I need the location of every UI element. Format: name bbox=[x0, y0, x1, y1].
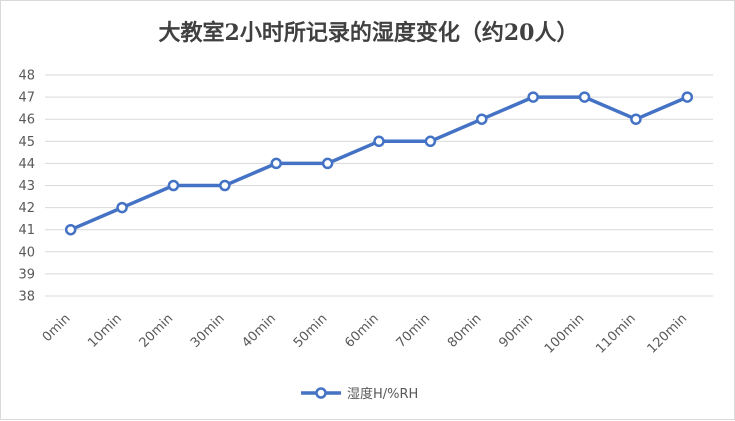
data-point bbox=[219, 179, 231, 192]
x-tick-label: 20min bbox=[137, 311, 177, 351]
legend: 湿度H/%RH bbox=[301, 386, 418, 402]
y-tick-label: 39 bbox=[18, 267, 35, 282]
y-tick-label: 47 bbox=[18, 91, 35, 106]
data-point bbox=[321, 157, 334, 170]
x-tick-label: 120min bbox=[645, 311, 690, 356]
y-tick-label: 45 bbox=[18, 135, 35, 150]
x-tick-label: 60min bbox=[342, 311, 382, 351]
y-axis-ticks: 38 39 40 41 42 43 44 45 46 47 48 bbox=[18, 69, 35, 305]
x-tick-label: 70min bbox=[394, 311, 434, 351]
y-tick-label: 43 bbox=[18, 179, 35, 194]
data-point bbox=[527, 91, 539, 103]
y-tick-label: 40 bbox=[18, 245, 35, 260]
x-tick-label: 10min bbox=[85, 311, 125, 351]
x-tick-label: 40min bbox=[239, 311, 279, 351]
legend-label: 湿度H/%RH bbox=[347, 386, 418, 402]
data-point bbox=[167, 179, 180, 192]
chart-title: 大教室2小时所记录的湿度变化（约20人） bbox=[158, 20, 579, 46]
data-point bbox=[270, 157, 282, 170]
series-layer bbox=[64, 91, 694, 236]
data-point bbox=[373, 135, 385, 148]
x-tick-label: 110min bbox=[593, 311, 638, 356]
y-tick-label: 48 bbox=[18, 69, 35, 84]
y-tick-label: 38 bbox=[18, 290, 35, 305]
y-tick-label: 42 bbox=[18, 201, 35, 216]
y-tick-label: 44 bbox=[18, 157, 35, 172]
data-point bbox=[424, 135, 437, 148]
x-tick-label: 30min bbox=[188, 311, 228, 351]
x-axis-ticks: 0min 10min 20min 30min 40min 50min 60min 70min 8… bbox=[40, 311, 690, 356]
data-point bbox=[116, 201, 128, 214]
data-point bbox=[681, 91, 694, 103]
gridlines bbox=[45, 74, 713, 297]
data-point bbox=[578, 91, 591, 103]
y-tick-label: 46 bbox=[18, 113, 35, 128]
y-tick-label: 41 bbox=[18, 223, 35, 238]
data-point bbox=[630, 113, 642, 125]
x-tick-label: 50min bbox=[291, 311, 331, 351]
x-tick-label: 90min bbox=[496, 311, 536, 351]
data-point bbox=[64, 223, 77, 236]
legend-marker bbox=[315, 387, 327, 399]
x-tick-label: 100min bbox=[542, 311, 587, 356]
data-point bbox=[476, 113, 488, 125]
x-tick-label: 80min bbox=[445, 311, 485, 351]
x-tick-label: 0min bbox=[40, 311, 74, 345]
